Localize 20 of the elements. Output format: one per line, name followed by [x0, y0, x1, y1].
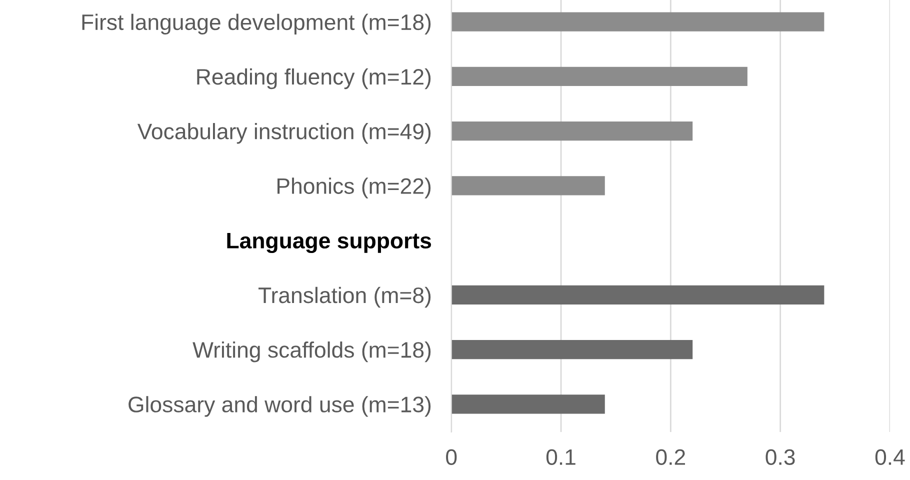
x-tick-label: 0.2 — [656, 449, 685, 465]
bar — [451, 394, 605, 414]
bar — [451, 285, 824, 304]
y-tick-label: Writing scaffolds (m=18) — [192, 341, 431, 362]
x-tick-label: 0.1 — [546, 449, 576, 465]
bar — [451, 122, 693, 141]
bar — [451, 340, 693, 360]
y-tick-label: Phonics (m=22) — [278, 178, 431, 198]
bar — [451, 12, 824, 32]
x-tick-label: 0.3 — [766, 449, 795, 465]
y-tick-label: Reading fluency (m=12) — [197, 68, 431, 90]
x-tick-label: 0 — [446, 449, 457, 465]
y-tick-label: Language supports — [227, 233, 432, 254]
y-tick-label: Translation (m=8) — [258, 286, 431, 308]
y-tick-label: First language development (m=18) — [82, 14, 431, 35]
bar — [451, 176, 605, 196]
y-tick-label: Vocabulary instruction (m=49) — [137, 123, 431, 144]
bar — [451, 66, 748, 86]
y-tick-label: Glossary and word use (m=13) — [128, 396, 431, 417]
x-tick-label: 0.4 — [875, 449, 905, 465]
